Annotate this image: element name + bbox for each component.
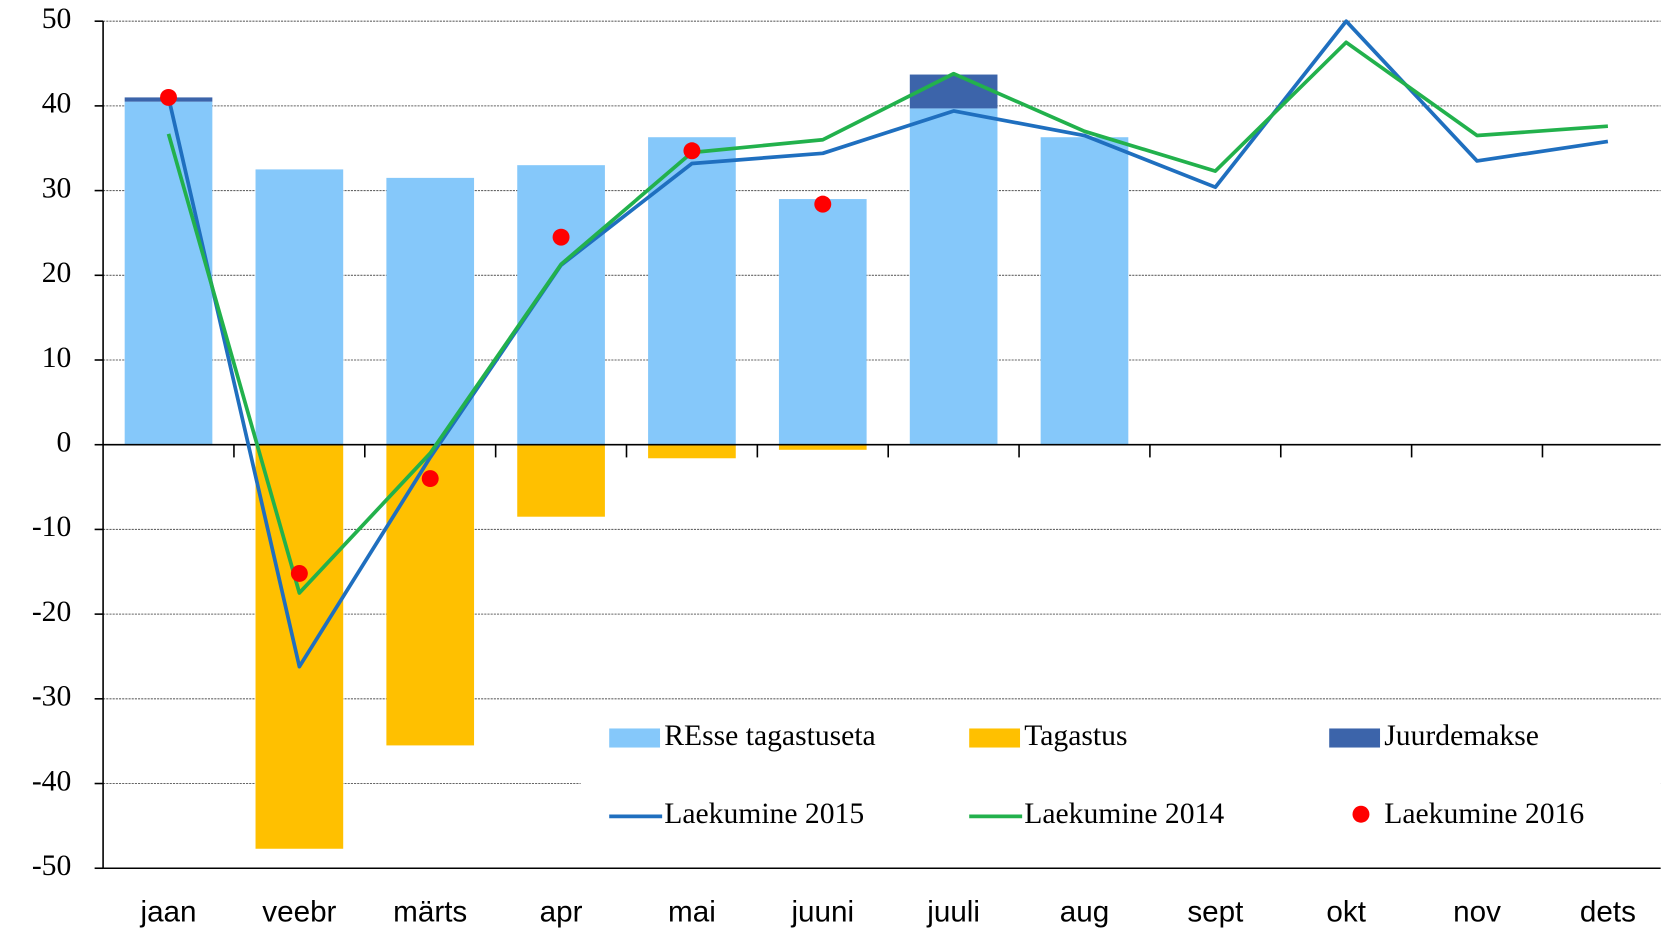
legend-swatch [1329,728,1381,748]
dot [160,88,177,106]
bar [255,444,344,849]
x-tick-label: märts [393,896,467,929]
legend-swatch [969,728,1021,748]
y-tick-label: 30 [42,172,72,204]
bar [648,444,736,459]
x-tick-label: veebr [262,896,336,929]
y-tick-label: 50 [42,3,72,35]
dot [290,564,308,582]
x-tick-label: mai [668,896,716,929]
y-tick-label: -50 [32,850,72,882]
x-tick-label: nov [1453,896,1501,929]
dot [552,228,570,246]
y-tick-label: -40 [32,765,72,797]
line [166,19,1609,669]
x-tick-label: dets [1580,896,1636,929]
bar [778,199,867,445]
y-tick-label: -10 [32,511,72,543]
bar [517,165,605,445]
dot [421,470,439,488]
x-tick-label: aug [1060,896,1109,929]
bar [1040,137,1129,445]
legend-label: Laekumine 2015 [664,798,864,830]
legend-label: REsse tagastuseta [664,720,875,752]
x-tick-label: juuli [926,896,980,929]
legend-label: Tagastus [1024,720,1127,752]
y-tick-label: 10 [42,342,72,374]
legend-swatch [1352,805,1370,823]
legend-label: Laekumine 2014 [1024,798,1224,830]
x-tick-label: sept [1187,896,1244,929]
bar [386,444,475,746]
y-tick-label: 40 [42,88,72,120]
dot [814,195,832,213]
bar [778,444,867,450]
x-tick-label: okt [1326,896,1366,929]
bar [909,74,998,109]
legend-label: Laekumine 2016 [1384,798,1584,830]
bar [909,108,998,445]
bar [255,169,344,445]
legend-swatch [609,728,661,748]
y-tick-label: -30 [32,681,72,713]
y-tick-label: 20 [42,257,72,289]
line [166,40,1609,595]
bar [648,137,736,445]
x-tick-label: apr [540,896,583,929]
x-tick-label: jaan [140,896,197,929]
bar [124,101,213,445]
legend [580,707,1661,856]
bar [517,444,605,517]
y-tick-label: 0 [57,427,72,459]
y-tick-label: -20 [32,596,72,628]
legend-label: Juurdemakse [1384,720,1539,752]
x-tick-label: juuni [790,896,854,929]
dot [683,142,701,160]
bar [386,177,475,445]
